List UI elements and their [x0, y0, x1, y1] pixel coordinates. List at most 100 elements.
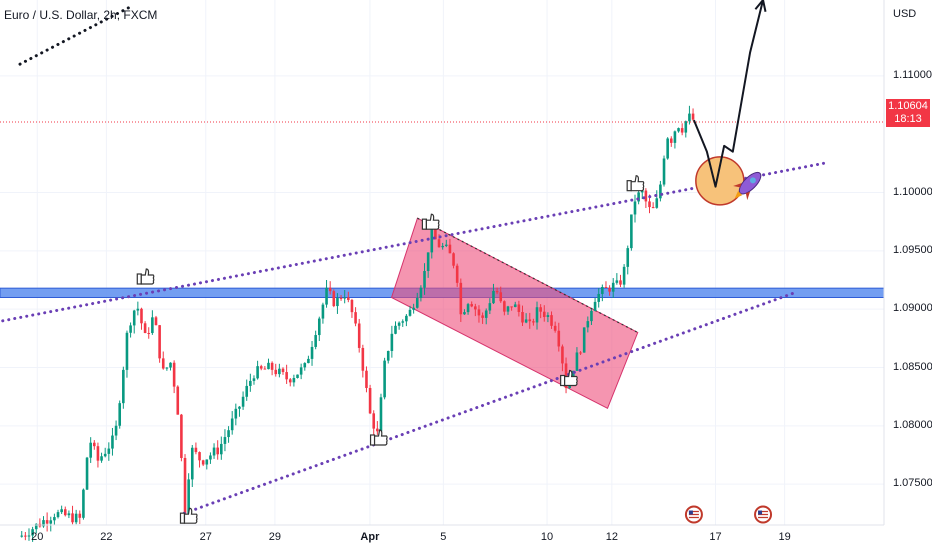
candle-body — [597, 293, 601, 302]
y-tick-label: 1.10000 — [893, 185, 932, 198]
candle-body — [680, 128, 684, 133]
candle-body — [434, 229, 437, 240]
candle-body — [292, 377, 296, 383]
candle-body — [365, 370, 368, 388]
candle-body — [408, 309, 412, 316]
candle-body — [459, 282, 463, 315]
candle-body — [579, 352, 582, 354]
candle-body — [281, 368, 285, 373]
candle-body — [619, 280, 622, 285]
candle-body — [317, 318, 321, 336]
candle-body — [499, 292, 503, 302]
candle-body — [633, 201, 637, 215]
candle-body — [230, 418, 234, 431]
candle-body — [310, 346, 314, 359]
candle-body — [118, 403, 122, 426]
thumb-hand — [564, 369, 578, 387]
candle-body — [586, 321, 590, 328]
candle-body — [82, 489, 85, 518]
candle-body — [572, 370, 575, 378]
y-tick-label: 1.09500 — [893, 243, 932, 256]
candle-body — [630, 214, 633, 249]
candle-body — [140, 308, 143, 324]
flag-canton — [758, 510, 763, 515]
currency-label: USD — [893, 8, 917, 20]
candle-body — [332, 291, 336, 307]
rocket-flame — [734, 190, 743, 199]
candle-body — [347, 297, 350, 300]
candle-body — [288, 379, 292, 383]
candle-body — [93, 442, 96, 447]
candle-body — [477, 309, 481, 316]
candle-body — [608, 287, 611, 292]
candle-body — [201, 460, 205, 465]
candle-body — [535, 307, 539, 323]
thumb-hand — [183, 507, 198, 524]
candle-body — [546, 315, 550, 317]
thumb-hand — [425, 213, 440, 230]
candle-body — [354, 312, 357, 324]
candle-body — [321, 304, 325, 319]
rocket-body — [738, 171, 762, 195]
box-dotted-edge — [417, 217, 639, 334]
candle-body — [20, 535, 24, 537]
candle-body — [492, 290, 495, 304]
candle-body — [521, 312, 524, 323]
drawings-over — [0, 0, 884, 524]
candle-body — [103, 453, 107, 457]
candle-body — [56, 512, 60, 518]
candle-body — [615, 280, 619, 283]
candle-body — [394, 325, 397, 334]
last-price-value: 1.10604 — [888, 100, 928, 112]
channel-lower-line — [182, 290, 800, 515]
candle-body — [111, 435, 114, 449]
x-tick-label: 19 — [778, 531, 791, 543]
candle-body — [644, 190, 648, 202]
candle-body — [129, 325, 132, 333]
thumb-hand — [373, 429, 388, 446]
thumbs-up-icon — [179, 507, 198, 524]
y-tick-label: 1.08500 — [893, 360, 932, 373]
candle-body — [474, 306, 477, 310]
candle-body — [677, 128, 680, 132]
candle-body — [484, 310, 488, 318]
y-tick-label: 1.09000 — [893, 302, 932, 315]
thumb-cuff — [179, 512, 186, 524]
candle-body — [24, 535, 27, 537]
candle-body — [132, 310, 136, 326]
candle-body — [481, 315, 484, 318]
candle-body — [691, 113, 695, 120]
candle-body — [165, 367, 169, 369]
candles — [20, 105, 695, 542]
candle-body — [532, 321, 535, 323]
candle-body — [688, 113, 691, 122]
candle-body — [249, 380, 252, 386]
candle-body — [339, 297, 343, 299]
candle-body — [542, 311, 546, 317]
candle-body — [466, 304, 470, 313]
candle-body — [285, 372, 288, 380]
candle-body — [212, 447, 216, 456]
thumbs-up-icon — [369, 429, 388, 446]
candle-body — [376, 428, 379, 432]
candle-body — [611, 282, 615, 292]
candle-body — [463, 312, 466, 315]
candle-body — [161, 358, 165, 369]
candle-body — [430, 229, 434, 253]
candle-body — [601, 287, 604, 294]
candle-body — [198, 452, 201, 461]
candle-body — [640, 190, 644, 193]
candle-body — [470, 304, 473, 307]
candle-body — [100, 456, 103, 461]
thumbs-up-icon — [136, 268, 155, 285]
candle-body — [125, 332, 129, 370]
candle-body — [190, 447, 194, 480]
candle-body — [503, 301, 506, 312]
x-tick-label: 12 — [605, 531, 618, 543]
candle-body — [314, 335, 317, 347]
candle-body — [296, 374, 299, 378]
projection-arrowhead — [754, 0, 767, 12]
candle-body — [299, 367, 303, 375]
candle-body — [151, 317, 154, 334]
